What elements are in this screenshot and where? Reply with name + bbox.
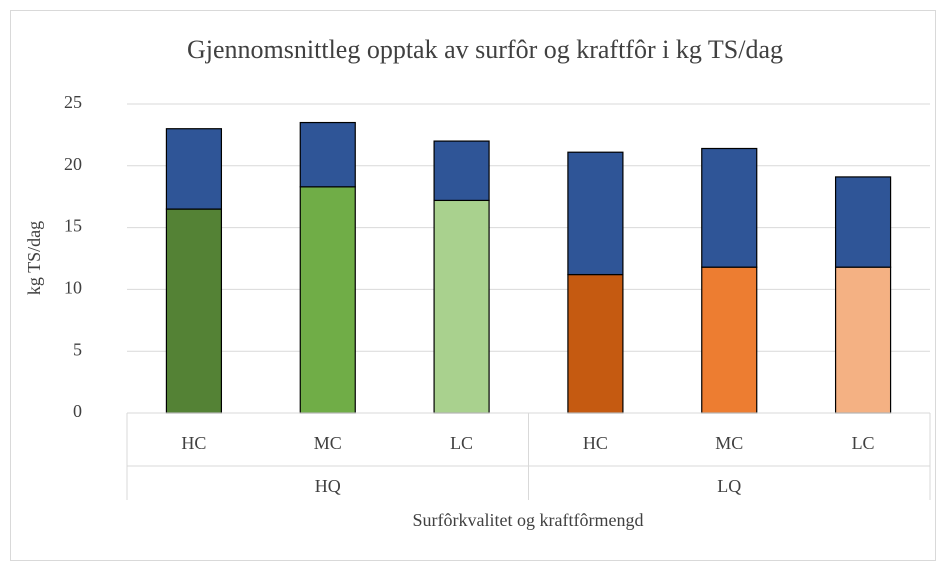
bar-segment <box>701 266 758 414</box>
bar-segment <box>165 208 223 414</box>
x-tick-label: MC <box>715 433 743 453</box>
bar-segment <box>299 121 356 188</box>
y-tick-label: 25 <box>64 92 82 112</box>
x-tick-label: LC <box>450 433 473 453</box>
bar-segment <box>834 266 892 414</box>
bar-segment <box>701 147 758 268</box>
y-axis-title: kg TS/dag <box>24 221 44 295</box>
group-label: LQ <box>717 476 741 496</box>
y-tick-label: 10 <box>64 278 82 298</box>
y-tick-label: 20 <box>64 154 82 174</box>
x-tick-label: MC <box>314 433 342 453</box>
y-tick-label: 0 <box>73 401 82 421</box>
group-label: HQ <box>315 476 341 496</box>
chart-title: Gjennomsnittleg opptak av surfôr og kraf… <box>187 35 783 64</box>
x-axis-title: Surfôrkvalitet og kraftfôrmengd <box>413 510 644 530</box>
bar-segment <box>567 151 624 276</box>
bar-segment <box>165 128 223 210</box>
bar-segment <box>433 140 490 202</box>
y-tick-label: 5 <box>73 339 82 359</box>
bar-segment <box>834 176 892 268</box>
bar-segment <box>567 273 624 414</box>
y-tick-label: 15 <box>64 216 82 236</box>
x-tick-label: HC <box>583 433 608 453</box>
x-tick-label: HC <box>181 433 206 453</box>
x-tick-label: LC <box>852 433 875 453</box>
bar-segment <box>433 199 490 414</box>
bar-segment <box>299 186 356 414</box>
